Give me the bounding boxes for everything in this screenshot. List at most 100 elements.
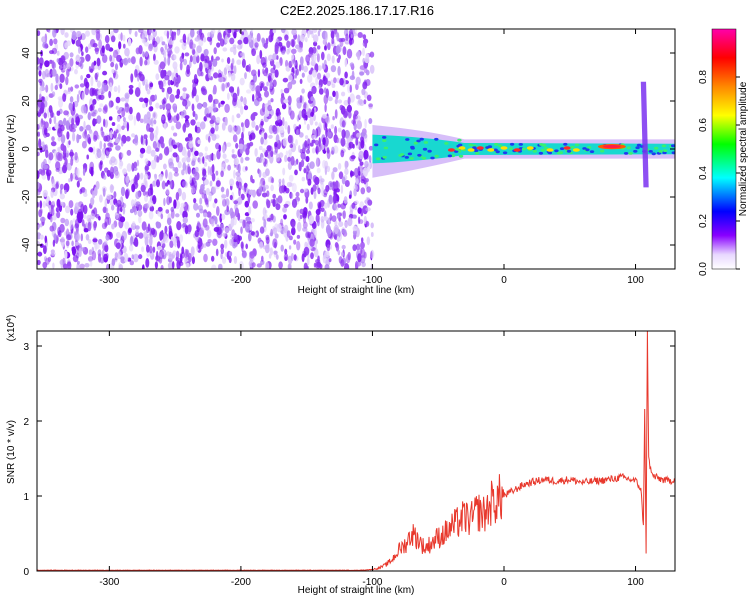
noise-blob xyxy=(71,117,75,126)
noise-blob xyxy=(256,263,262,268)
noise-blob xyxy=(103,240,108,246)
noise-blob xyxy=(286,181,293,188)
noise-blob xyxy=(334,180,341,190)
noise-blob xyxy=(210,127,215,134)
noise-blob xyxy=(172,115,179,123)
noise-blob xyxy=(310,252,314,260)
noise-blob xyxy=(108,116,113,121)
noise-blob xyxy=(293,61,297,66)
noise-blob xyxy=(85,30,90,37)
noise-blob xyxy=(199,197,203,205)
noise-blob xyxy=(250,231,255,236)
noise-blob xyxy=(326,131,332,138)
noise-blob xyxy=(317,45,321,50)
colorbar-ticks: 0.0 0.2 0.4 0.6 0.8 xyxy=(698,70,740,276)
noise-blob xyxy=(363,177,367,185)
noise-blob xyxy=(368,155,372,163)
noise-blob xyxy=(59,183,64,190)
noise-blob xyxy=(64,32,69,38)
noise-blob xyxy=(259,226,265,234)
noise-blob xyxy=(39,80,42,87)
noise-blob xyxy=(196,45,202,54)
noise-blob xyxy=(233,200,239,205)
noise-blob xyxy=(118,41,122,50)
noise-blob xyxy=(147,187,152,197)
noise-blob xyxy=(59,193,65,200)
signal-speckle xyxy=(585,148,590,152)
signal-speckle xyxy=(662,151,667,155)
noise-blob xyxy=(85,234,90,241)
noise-blob xyxy=(192,43,196,49)
noise-blob xyxy=(240,241,244,249)
noise-blob xyxy=(98,39,102,49)
noise-blob xyxy=(56,151,61,161)
noise-blob xyxy=(155,102,160,109)
noise-blob xyxy=(364,40,368,49)
noise-blob xyxy=(187,163,190,174)
noise-blob xyxy=(130,199,135,207)
noise-blob xyxy=(184,115,190,120)
noise-blob xyxy=(267,104,273,112)
signal-speckle xyxy=(570,145,575,149)
noise-blob xyxy=(155,147,160,152)
noise-blob xyxy=(182,99,188,107)
noise-blob xyxy=(363,133,368,139)
noise-blob xyxy=(93,134,98,142)
noise-blob xyxy=(362,167,368,177)
noise-blob xyxy=(235,171,241,177)
noise-blob xyxy=(186,156,191,163)
noise-blob xyxy=(81,51,84,56)
noise-blob xyxy=(330,65,337,73)
noise-blob xyxy=(203,48,209,56)
noise-blob xyxy=(229,238,234,246)
noise-blob xyxy=(260,121,264,126)
noise-blob xyxy=(222,153,227,159)
noise-blob xyxy=(39,234,44,240)
noise-blob xyxy=(205,187,210,195)
noise-blob xyxy=(287,81,293,90)
noise-blob xyxy=(84,189,88,194)
colorbar-label: Normalized spectral amplitude xyxy=(738,81,749,216)
noise-blob xyxy=(166,108,171,118)
noise-blob xyxy=(257,69,261,78)
noise-blob xyxy=(266,145,272,152)
noise-blob xyxy=(364,160,369,168)
noise-blob xyxy=(198,39,204,47)
noise-blob xyxy=(152,29,156,32)
noise-blob xyxy=(154,94,157,101)
noise-blob xyxy=(256,55,261,65)
noise-blob xyxy=(233,157,239,166)
noise-blob xyxy=(176,142,181,148)
noise-blob xyxy=(102,187,106,197)
noise-blob xyxy=(80,247,86,252)
noise-blob xyxy=(320,181,325,189)
noise-blob xyxy=(62,93,67,102)
noise-blob xyxy=(243,182,248,188)
noise-blob xyxy=(116,115,121,122)
noise-blob xyxy=(87,221,92,232)
noise-blob xyxy=(282,137,288,147)
noise-blob xyxy=(194,113,198,121)
noise-blob xyxy=(216,226,222,236)
noise-blob xyxy=(247,193,251,204)
noise-blob xyxy=(197,139,202,145)
signal-hotspot xyxy=(458,146,466,150)
noise-blob xyxy=(133,176,138,184)
noise-blob xyxy=(233,31,237,39)
noise-blob xyxy=(316,53,320,63)
noise-blob xyxy=(113,29,119,34)
noise-blob xyxy=(72,101,75,112)
noise-blob xyxy=(349,93,355,103)
noise-blob xyxy=(110,61,115,68)
noise-blob xyxy=(352,244,357,252)
noise-blob xyxy=(170,209,175,219)
noise-blob xyxy=(129,244,134,252)
noise-blob xyxy=(168,225,172,231)
noise-blob xyxy=(79,263,85,269)
noise-blob xyxy=(187,133,193,139)
noise-blob xyxy=(54,84,58,91)
noise-blob xyxy=(348,194,352,199)
noise-blob xyxy=(225,64,230,70)
noise-blob xyxy=(176,74,181,84)
noise-blob xyxy=(147,29,150,36)
